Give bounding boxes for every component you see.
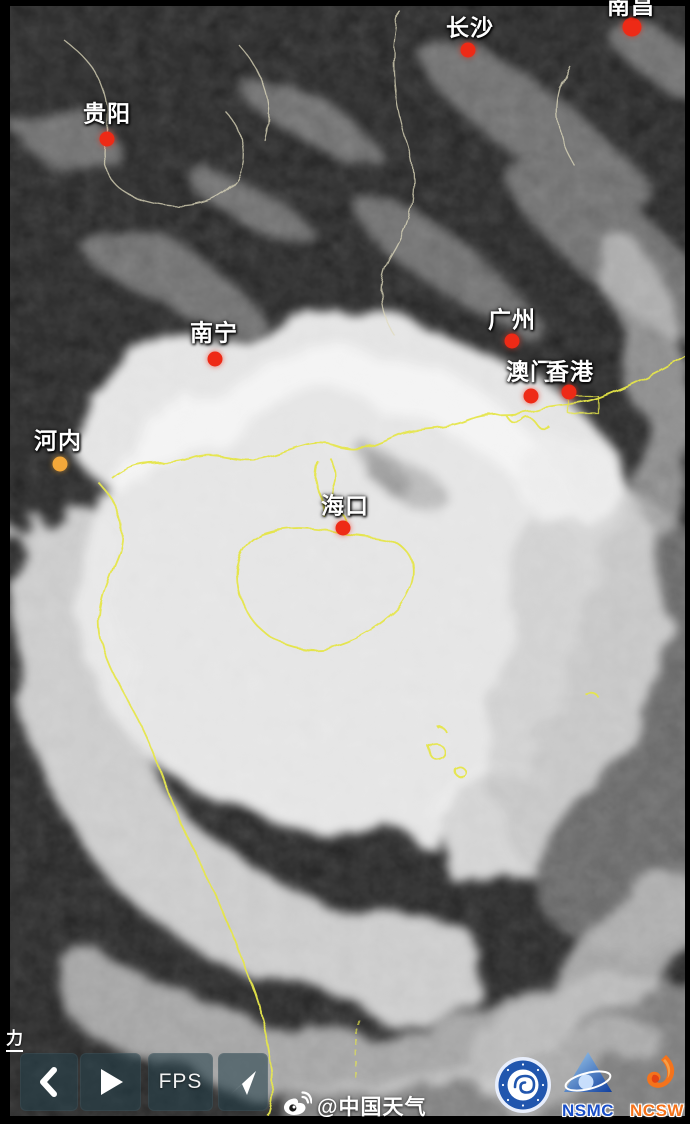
ncsw-flame-icon [636,1054,678,1101]
cma-emblem-icon [494,1056,552,1114]
satellite-cloud-image [10,6,685,1116]
weibo-icon [282,1091,313,1121]
city-dot-macau [523,388,539,404]
step-back-button[interactable] [20,1053,78,1111]
navigate-arrow-icon [226,1065,260,1099]
watermark-text: @中国天气 [317,1096,427,1119]
city-dot-guangzhou [504,333,520,349]
locate-button[interactable] [218,1053,268,1111]
city-label-nanchang: 南昌 [607,0,655,19]
nsmc-label: NSMC [561,1101,615,1120]
fps-label: FPS [158,1070,203,1093]
watermark: @中国天气 [282,1091,426,1121]
edge-partial-link[interactable]: 力 [6,1024,23,1052]
play-icon [96,1066,126,1098]
city-dot-guiyang [99,131,115,147]
city-dot-hongkong [561,384,577,400]
city-dot-hanoi [52,456,68,472]
nsmc-logo: NSMC [560,1050,616,1119]
city-label-guiyang: 贵阳 [83,100,131,127]
city-dot-haikou [335,520,351,536]
ncsw-label: NCSW [630,1101,684,1120]
city-label-hongkong: 香港 [546,358,594,385]
city-label-haikou: 海口 [321,492,369,519]
city-label-nanning: 南宁 [190,319,238,346]
city-label-changsha: 长沙 [446,14,494,41]
play-button[interactable] [80,1053,141,1111]
city-label-macau: 澳门 [506,358,554,385]
nsmc-satellite-icon [562,1050,614,1101]
city-label-hanoi: 河内 [34,427,82,454]
city-dot-changsha [460,42,476,58]
city-dot-nanning [207,351,223,367]
fps-button[interactable]: FPS [148,1053,213,1111]
city-label-guangzhou: 广州 [488,306,536,333]
chevron-left-icon [33,1065,65,1099]
ncsw-logo: NCSW [626,1054,688,1119]
city-dot-nanchang [622,17,642,37]
